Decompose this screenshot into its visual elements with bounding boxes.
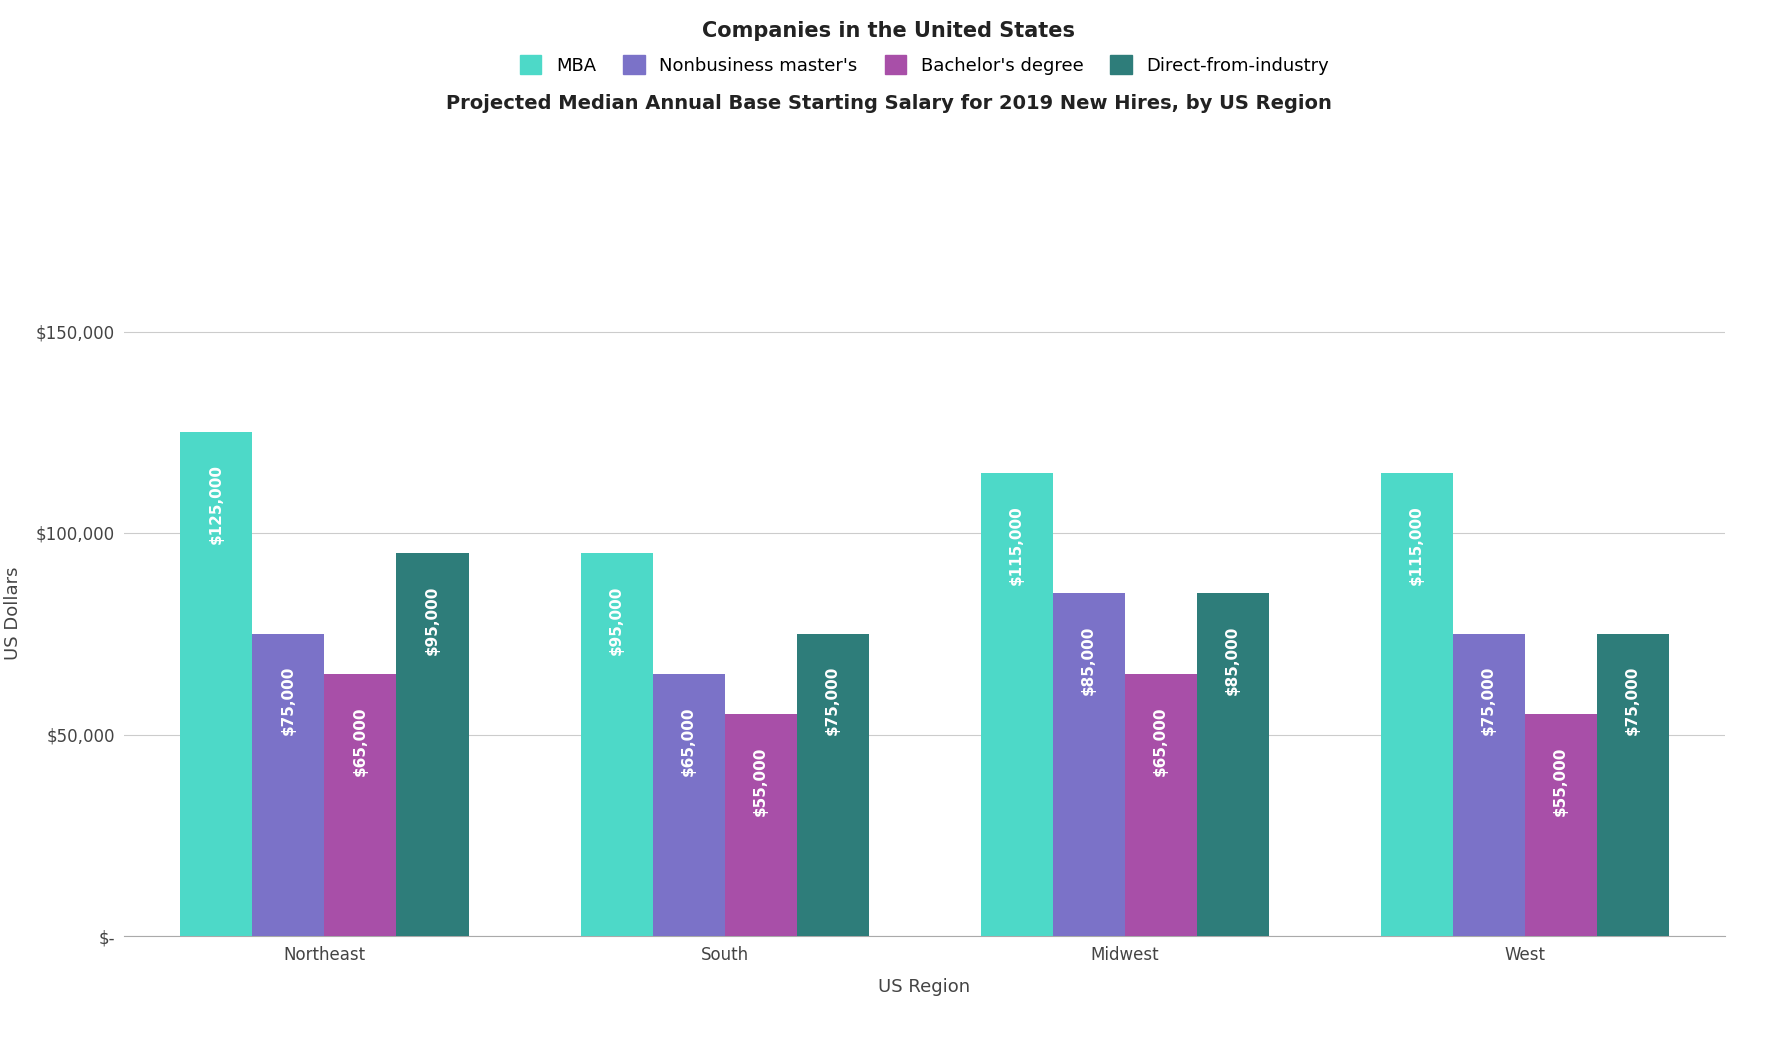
Text: $95,000: $95,000 bbox=[425, 586, 439, 655]
Text: $75,000: $75,000 bbox=[1481, 666, 1495, 735]
Bar bbox=[396, 553, 469, 936]
Bar bbox=[1524, 714, 1597, 936]
Bar bbox=[1380, 472, 1453, 936]
Bar bbox=[1053, 594, 1125, 936]
Bar bbox=[981, 472, 1053, 936]
Text: $55,000: $55,000 bbox=[754, 747, 768, 816]
Text: Projected Median Annual Base Starting Salary for 2019 New Hires, by US Region: Projected Median Annual Base Starting Sa… bbox=[446, 94, 1332, 112]
Bar bbox=[252, 633, 325, 936]
Y-axis label: US Dollars: US Dollars bbox=[4, 567, 21, 660]
Text: $65,000: $65,000 bbox=[1154, 706, 1168, 776]
Text: $75,000: $75,000 bbox=[281, 666, 295, 735]
Bar bbox=[1197, 594, 1269, 936]
Bar bbox=[1124, 674, 1197, 936]
Legend: MBA, Nonbusiness master's, Bachelor's degree, Direct-from-industry: MBA, Nonbusiness master's, Bachelor's de… bbox=[519, 55, 1330, 75]
Text: Companies in the United States: Companies in the United States bbox=[702, 21, 1076, 41]
Text: $65,000: $65,000 bbox=[354, 706, 368, 776]
Text: $125,000: $125,000 bbox=[210, 465, 224, 545]
Bar bbox=[325, 674, 396, 936]
Bar bbox=[797, 633, 868, 936]
Bar bbox=[1597, 633, 1668, 936]
Bar bbox=[725, 714, 797, 936]
Text: $75,000: $75,000 bbox=[1625, 666, 1639, 735]
Text: $85,000: $85,000 bbox=[1225, 626, 1239, 695]
X-axis label: US Region: US Region bbox=[878, 978, 971, 995]
Text: $95,000: $95,000 bbox=[610, 586, 624, 655]
Bar bbox=[581, 553, 653, 936]
Bar bbox=[653, 674, 725, 936]
Text: $55,000: $55,000 bbox=[1554, 747, 1568, 816]
Bar bbox=[1453, 633, 1526, 936]
Text: $65,000: $65,000 bbox=[681, 706, 695, 776]
Text: $115,000: $115,000 bbox=[1010, 504, 1024, 584]
Text: $115,000: $115,000 bbox=[1410, 504, 1424, 584]
Bar bbox=[181, 433, 252, 936]
Text: $75,000: $75,000 bbox=[825, 666, 839, 735]
Text: $85,000: $85,000 bbox=[1081, 626, 1095, 695]
